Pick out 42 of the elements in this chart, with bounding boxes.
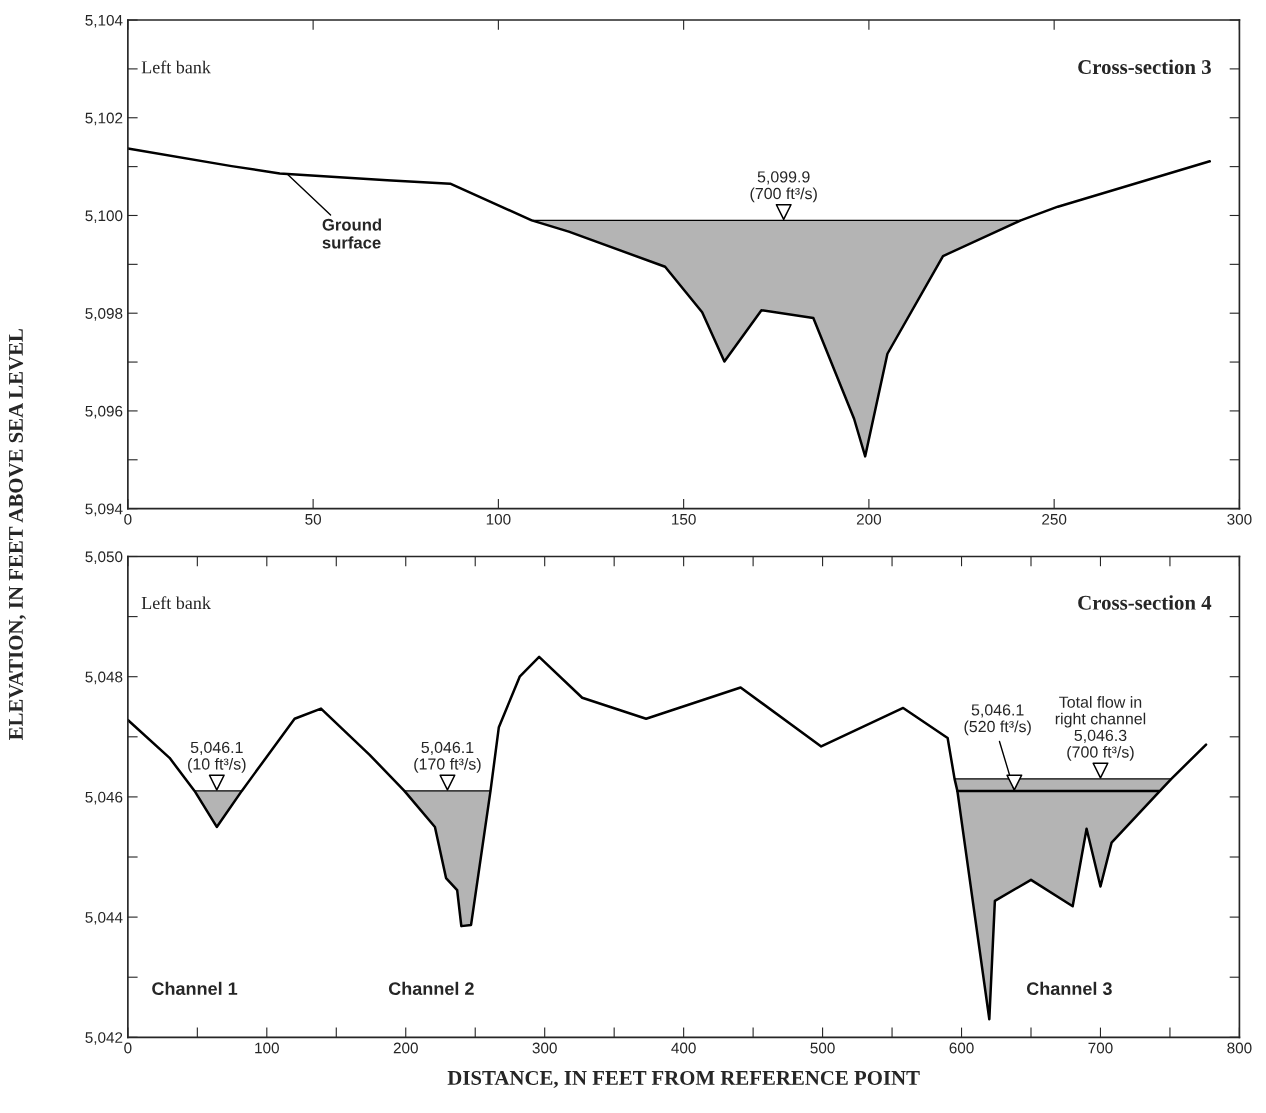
- annotation: 5,046.1 (170 ft³/s): [414, 741, 481, 773]
- x-tick-label: 600: [949, 1042, 974, 1054]
- annotation: Ground surface: [322, 218, 381, 249]
- y-tick-label: 5,050: [85, 551, 123, 564]
- y-tick-label: 5,094: [85, 503, 123, 517]
- x-tick-label: 0: [124, 513, 132, 525]
- y-tick-label: 5,102: [85, 112, 123, 126]
- text: Cross-section 3: [1078, 59, 1211, 75]
- y-tick-label: 5,042: [85, 1032, 123, 1045]
- x-tick-label: 700: [1088, 1042, 1113, 1054]
- annotation: Channel 2: [388, 981, 474, 996]
- y-tick-label: 5,048: [85, 671, 123, 685]
- annotation: Total flow in right channel 5,046.3 (700 ft³/s): [1055, 696, 1146, 761]
- annotation: 5,099.9 (700 ft³/s): [750, 171, 817, 203]
- text: Cross-section 4: [1078, 595, 1212, 610]
- annotation: Left bank: [141, 596, 211, 610]
- annotation: 5,046.1 (10 ft³/s): [188, 741, 246, 773]
- x-tick-label: 200: [393, 1042, 418, 1054]
- annotation: 5,046.1 (520 ft³/s): [964, 704, 1031, 736]
- x-tick-label: 50: [305, 513, 322, 525]
- x-tick-label: 100: [255, 1042, 279, 1054]
- x-tick-label: 400: [671, 1042, 696, 1054]
- x-tick-label: 300: [1227, 513, 1252, 525]
- annotation: Left bank: [141, 60, 211, 74]
- annotation: Channel 1: [152, 981, 238, 996]
- y-axis-title: ELEVATION, IN FEET ABOVE SEA LEVEL: [8, 329, 26, 740]
- annotation: Channel 3: [1026, 981, 1112, 996]
- x-tick-label: 500: [810, 1042, 835, 1054]
- y-tick-label: 5,096: [85, 405, 123, 419]
- x-tick-label: 0: [124, 1042, 132, 1054]
- y-tick-label: 5,100: [85, 210, 123, 223]
- y-tick-label: 5,044: [85, 911, 123, 925]
- x-tick-label: 250: [1042, 513, 1067, 525]
- x-axis-title: DISTANCE, IN FEET FROM REFERENCE POINT: [447, 1070, 920, 1088]
- x-tick-label: 100: [486, 513, 511, 525]
- y-tick-label: 5,098: [85, 308, 123, 321]
- x-tick-label: 150: [672, 513, 696, 525]
- x-tick-label: 300: [532, 1042, 557, 1054]
- y-tick-label: 5,104: [85, 14, 123, 28]
- y-tick-label: 5,046: [85, 791, 123, 805]
- x-tick-label: 200: [856, 513, 882, 525]
- x-tick-label: 800: [1227, 1042, 1252, 1054]
